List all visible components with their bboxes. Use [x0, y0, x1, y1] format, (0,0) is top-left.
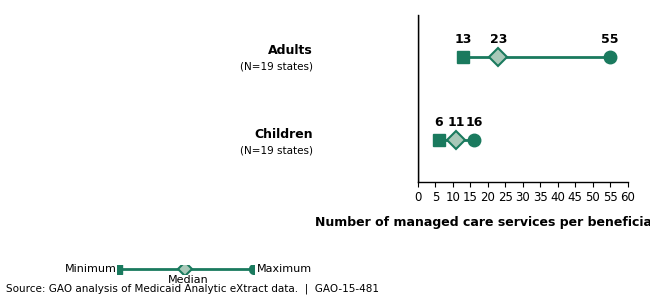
Text: Adults: Adults — [268, 44, 313, 57]
Text: Maximum: Maximum — [257, 264, 312, 274]
Text: 11: 11 — [448, 116, 465, 129]
Text: Minimum: Minimum — [65, 264, 117, 274]
Text: Source: GAO analysis of Medicaid Analytic eXtract data.  |  GAO-15-481: Source: GAO analysis of Medicaid Analyti… — [6, 284, 380, 294]
Text: 23: 23 — [489, 33, 507, 46]
Text: (N=19 states): (N=19 states) — [240, 145, 313, 155]
Text: 55: 55 — [601, 33, 619, 46]
X-axis label: Number of managed care services per beneficiary per year: Number of managed care services per bene… — [315, 216, 650, 228]
Text: Median: Median — [168, 275, 209, 285]
Text: Children: Children — [254, 128, 313, 141]
Text: 16: 16 — [465, 116, 482, 129]
Text: 13: 13 — [454, 33, 472, 46]
Text: 6: 6 — [435, 116, 443, 129]
Text: (N=19 states): (N=19 states) — [240, 62, 313, 72]
